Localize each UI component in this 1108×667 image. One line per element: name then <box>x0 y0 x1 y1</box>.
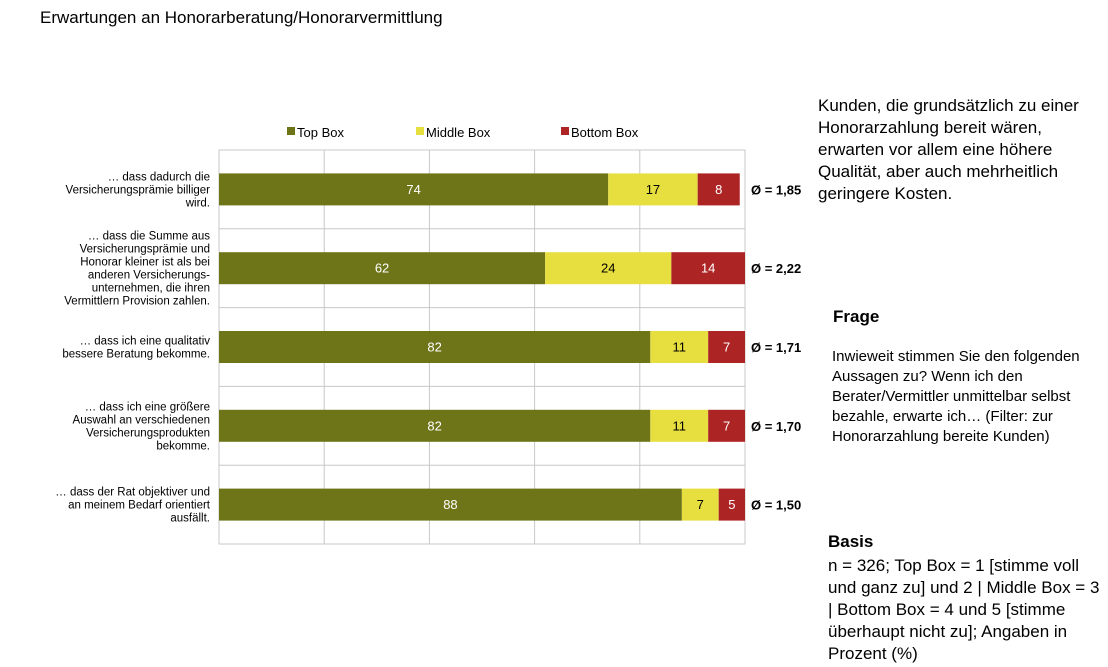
bar-segment <box>650 331 709 363</box>
bar-value-label: 74 <box>406 182 420 197</box>
bar-value-label: 11 <box>673 418 687 433</box>
bar-value-label: 82 <box>427 418 441 433</box>
bar-segment <box>219 173 609 206</box>
category-label-line: … dass ich eine qualitativ <box>80 336 211 348</box>
category-label-line: Versicherungsprämie und <box>80 244 210 256</box>
average-label: Ø = 1,71 <box>751 340 801 355</box>
category-label-line: Auswahl an verschiedenen <box>73 414 210 426</box>
category-label-line: Vermittlern Provision zahlen. <box>64 296 210 308</box>
bar-value-label: 17 <box>646 182 660 197</box>
category-label: … dass der Rat objektiver und an meinem B… <box>55 487 211 525</box>
bar-value-label: 24 <box>601 261 615 276</box>
category-label-line: bekomme. <box>156 440 210 452</box>
question-heading: Frage <box>833 307 880 326</box>
bar-value-label: 7 <box>723 340 730 355</box>
basis-heading: Basis <box>828 532 874 551</box>
category-label-line: … dass ich eine größere <box>85 401 210 413</box>
legend-swatch <box>287 127 295 135</box>
chart-legend: Top Box Middle Box Bottom Box <box>287 125 639 140</box>
bar-segment <box>219 409 651 442</box>
category-label-line: anderen Versicherungs- <box>88 270 210 282</box>
bar-segment <box>681 488 719 521</box>
average-label: Ø = 1,50 <box>751 498 801 513</box>
category-label-line: Versicherungsprämie billiger <box>66 184 211 196</box>
average-label: Ø = 1,70 <box>751 419 801 434</box>
average-label: Ø = 1,85 <box>751 182 801 197</box>
chart-bars: 74 17 8 62 24 14 82 11 7 82 11 7 88 7 5 <box>219 173 745 521</box>
summary-text: Kunden, die grundsätzlich zu einer Honor… <box>818 96 1079 203</box>
category-label: … dass ich eine größere Auswahl an versch… <box>73 401 210 452</box>
bar-value-label: 82 <box>427 340 441 355</box>
legend-label: Bottom Box <box>571 125 639 140</box>
average-labels: Ø = 1,85 Ø = 2,22 Ø = 1,71 Ø = 1,70 Ø = 1,50 <box>751 182 801 512</box>
legend-label: Top Box <box>297 125 344 140</box>
category-label-line: ausfällt. <box>170 513 210 525</box>
bar-segment <box>708 409 745 442</box>
bar-segment <box>219 488 682 521</box>
bar-value-label: 5 <box>728 497 735 512</box>
legend-swatch <box>416 127 424 135</box>
bar-segment <box>608 173 698 206</box>
category-label-line: wird. <box>185 197 210 209</box>
average-label: Ø = 2,22 <box>751 261 801 276</box>
bar-segment <box>718 488 745 521</box>
bar-value-label: 14 <box>701 261 715 276</box>
bar-segment <box>671 252 745 285</box>
category-label-line: an meinem Bedarf orientiert <box>68 500 211 512</box>
bar-segment <box>219 331 651 363</box>
category-label-line: Versicherungsprodukten <box>86 427 210 439</box>
bar-segment <box>697 173 740 206</box>
bar-segment <box>650 409 709 442</box>
category-label-line: bessere Beratung bekomme. <box>62 349 210 361</box>
category-label-line: unternehmen, die ihren <box>92 283 210 295</box>
page-title: Erwartungen an Honorarberatung/Honorarve… <box>40 8 443 27</box>
bar-value-label: 11 <box>673 340 687 355</box>
category-label: … dass dadurch die Versicherungsprämie bi… <box>66 171 211 209</box>
category-label-line: … dass dadurch die <box>108 171 210 183</box>
category-label-line: … dass der Rat objektiver und <box>55 487 210 499</box>
bar-value-label: 88 <box>443 497 457 512</box>
legend-label: Middle Box <box>426 125 491 140</box>
bar-segment <box>708 331 745 363</box>
legend-swatch <box>561 127 569 135</box>
bar-segment <box>219 252 546 285</box>
bar-value-label: 8 <box>715 182 722 197</box>
category-label: … dass ich eine qualitativ bessere Beratu… <box>62 336 210 361</box>
category-labels: … dass dadurch die Versicherungsprämie bi… <box>55 171 211 524</box>
stacked-bar-chart: Top Box Middle Box Bottom Box … dass dadur… <box>55 125 801 545</box>
bar-value-label: 7 <box>723 418 730 433</box>
bar-segment <box>545 252 672 285</box>
bar-value-label: 62 <box>375 261 389 276</box>
category-label-line: Honorar kleiner ist als bei <box>80 257 210 269</box>
category-label: … dass die Summe aus Versicherungsprämie … <box>64 231 210 308</box>
basis-text: n = 326; Top Box = 1 [stimme voll und ga… <box>828 556 1100 663</box>
question-text: Inwieweit stimmen Sie den folgenden Auss… <box>832 348 1080 445</box>
bar-value-label: 7 <box>697 497 704 512</box>
category-label-line: … dass die Summe aus <box>88 231 210 243</box>
